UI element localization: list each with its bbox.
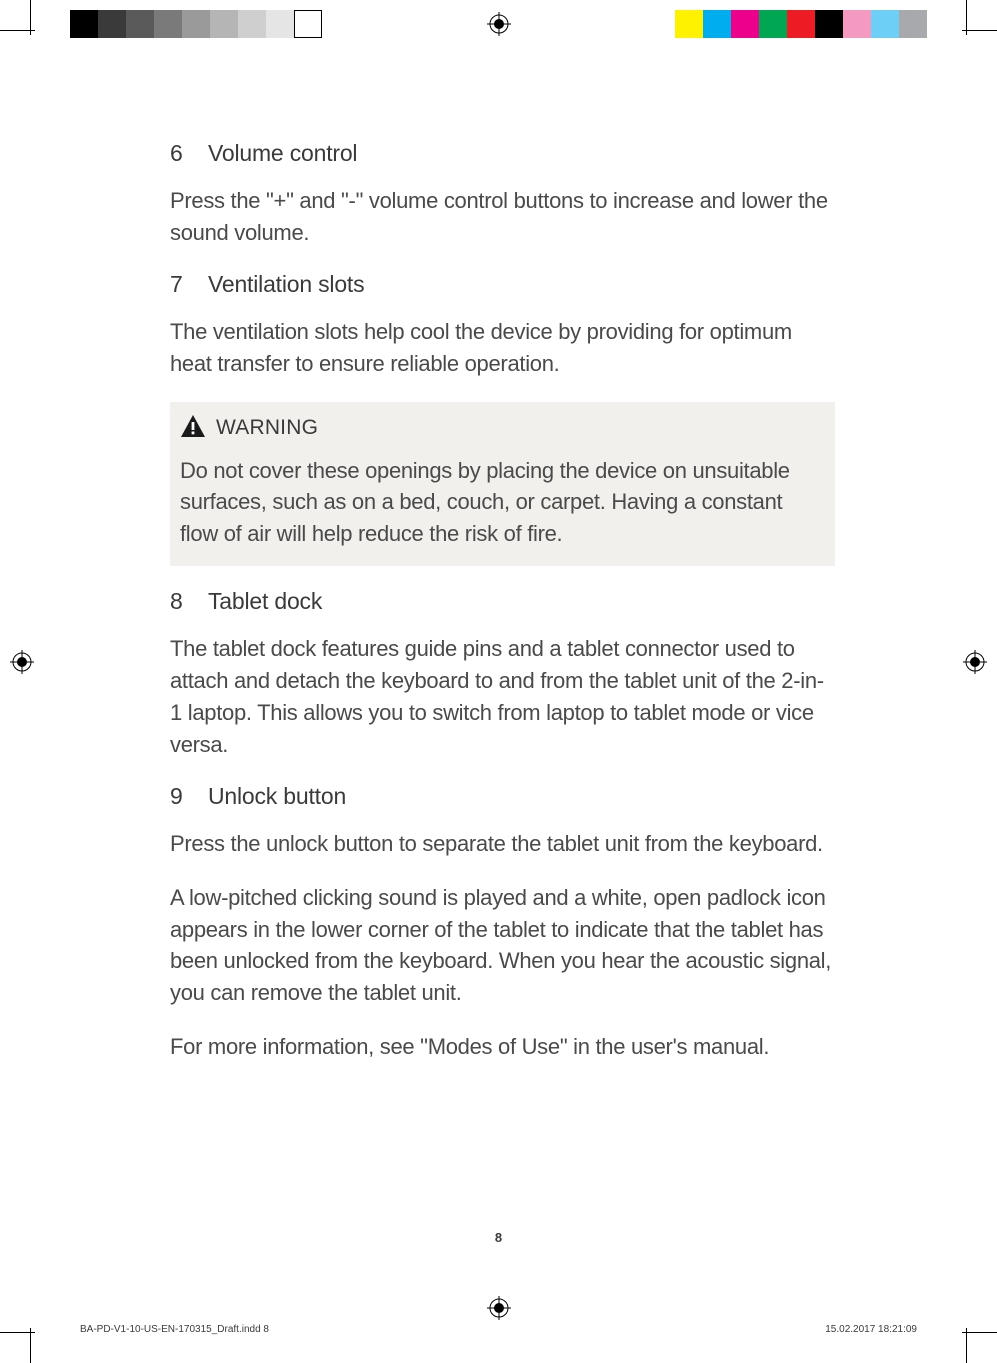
- body-paragraph: Press the unlock button to separate the …: [170, 828, 835, 860]
- body-paragraph: A low-pitched clicking sound is played a…: [170, 882, 835, 1010]
- color-swatch: [182, 10, 210, 38]
- color-swatch: [294, 10, 322, 38]
- crop-line: [0, 30, 35, 31]
- color-swatch: [731, 10, 759, 38]
- warning-label: WARNING: [216, 416, 318, 440]
- body-paragraph: The ventilation slots help cool the devi…: [170, 316, 835, 380]
- color-swatch: [154, 10, 182, 38]
- section-number: 6: [170, 140, 208, 167]
- section-title: Volume control: [208, 140, 357, 167]
- registration-mark-icon: [963, 650, 987, 679]
- section-title: Unlock button: [208, 783, 346, 810]
- color-swatch: [98, 10, 126, 38]
- color-swatch: [815, 10, 843, 38]
- page-number: 8: [495, 1230, 502, 1245]
- body-paragraph: Press the "+" and "-" volume control but…: [170, 185, 835, 249]
- color-swatch: [126, 10, 154, 38]
- body-paragraph: For more information, see "Modes of Use"…: [170, 1031, 835, 1063]
- registration-mark-icon: [487, 12, 511, 41]
- registration-mark-icon: [10, 650, 34, 679]
- body-paragraph: The tablet dock features guide pins and …: [170, 633, 835, 761]
- section-number: 9: [170, 783, 208, 810]
- color-swatch: [899, 10, 927, 38]
- warning-triangle-icon: [180, 414, 206, 443]
- warning-header: WARNING: [180, 414, 825, 443]
- page-content: 6 Volume control Press the "+" and "-" v…: [170, 140, 835, 1085]
- crop-marks-top: [0, 0, 997, 60]
- cmyk-color-bar: [675, 10, 927, 38]
- warning-text: Do not cover these openings by placing t…: [180, 455, 825, 551]
- color-swatch: [787, 10, 815, 38]
- color-swatch: [238, 10, 266, 38]
- crop-line: [30, 1328, 31, 1363]
- footer-timestamp: 15.02.2017 18:21:09: [825, 1324, 917, 1335]
- section-number: 8: [170, 588, 208, 615]
- registration-mark-icon: [487, 1296, 511, 1325]
- crop-line: [0, 1332, 35, 1333]
- color-swatch: [703, 10, 731, 38]
- grayscale-color-bar: [70, 10, 322, 38]
- section-heading: 6 Volume control: [170, 140, 835, 167]
- warning-box: WARNING Do not cover these openings by p…: [170, 402, 835, 567]
- color-swatch: [759, 10, 787, 38]
- crop-line: [966, 1328, 967, 1363]
- section-heading: 9 Unlock button: [170, 783, 835, 810]
- footer-filename: BA-PD-V1-10-US-EN-170315_Draft.indd 8: [80, 1324, 269, 1335]
- section-heading: 7 Ventilation slots: [170, 271, 835, 298]
- section-number: 7: [170, 271, 208, 298]
- section-heading: 8 Tablet dock: [170, 588, 835, 615]
- crop-line: [962, 1332, 997, 1333]
- color-swatch: [210, 10, 238, 38]
- section-title: Ventilation slots: [208, 271, 364, 298]
- color-swatch: [871, 10, 899, 38]
- color-swatch: [675, 10, 703, 38]
- crop-line: [962, 30, 997, 31]
- section-title: Tablet dock: [208, 588, 322, 615]
- color-swatch: [266, 10, 294, 38]
- color-swatch: [843, 10, 871, 38]
- color-swatch: [70, 10, 98, 38]
